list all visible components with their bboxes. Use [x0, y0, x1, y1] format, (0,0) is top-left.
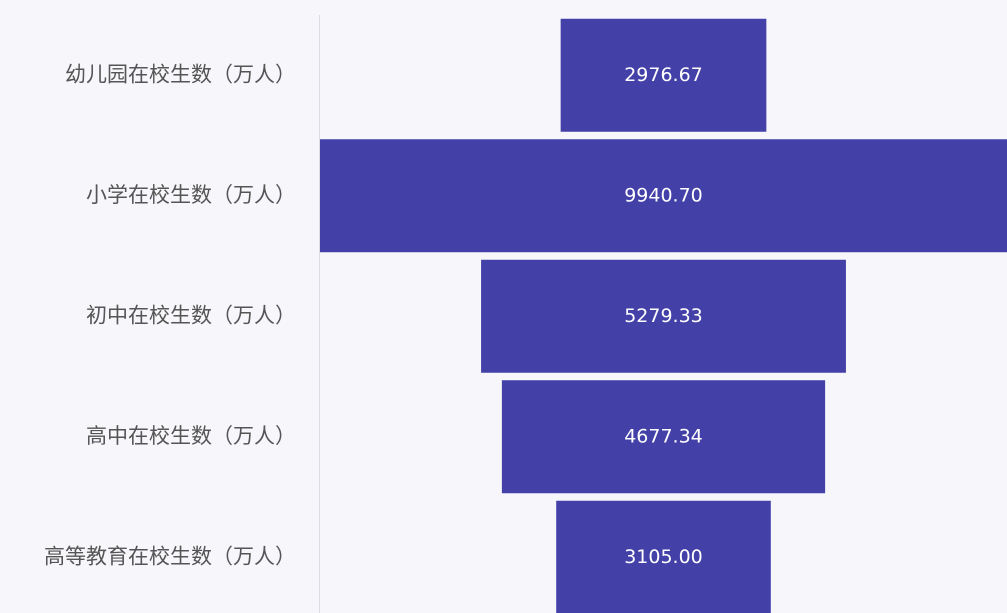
- bar: [320, 139, 1007, 253]
- category-label: 幼儿园在校生数（万人）: [65, 62, 296, 86]
- category-label: 小学在校生数（万人）: [86, 183, 296, 207]
- bar: [501, 380, 826, 494]
- category-label: 初中在校生数（万人）: [86, 303, 296, 327]
- data-label: 9940.70: [624, 184, 703, 206]
- data-label: 2976.67: [624, 64, 703, 86]
- category-label: 高中在校生数（万人）: [86, 424, 296, 448]
- data-label: 4677.34: [624, 425, 703, 447]
- bar: [560, 18, 767, 132]
- data-label: 5279.33: [624, 305, 703, 327]
- bar: [481, 259, 846, 373]
- category-label: 高等教育在校生数（万人）: [44, 544, 296, 568]
- data-label: 3105.00: [624, 546, 703, 568]
- bar: [556, 500, 771, 613]
